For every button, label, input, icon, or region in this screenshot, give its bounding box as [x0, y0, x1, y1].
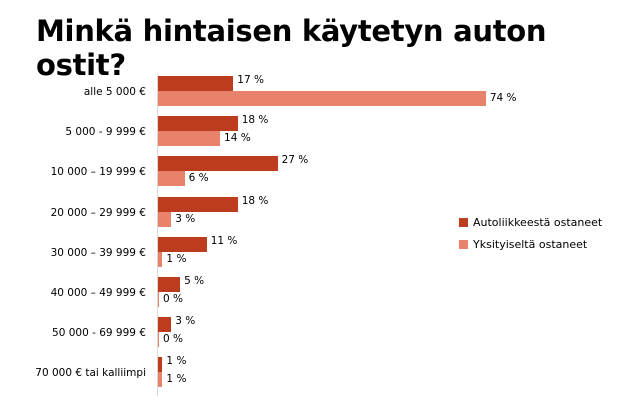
category-row: 50 000 - 69 999 € 3 % 0 % [0, 315, 632, 355]
bar-dealer [158, 76, 234, 91]
data-label: 1 % [166, 355, 187, 368]
data-label: 14 % [224, 132, 251, 145]
data-label: 0 % [163, 333, 183, 346]
category-label: 50 000 - 69 999 € [52, 327, 146, 340]
category-row: 30 000 – 39 999 € 11 % 1 % [0, 235, 632, 275]
category-label: 20 000 – 29 999 € [50, 206, 146, 219]
bar-private [158, 171, 185, 187]
data-label: 18 % [241, 194, 269, 207]
legend-label: Autoliikkeestä ostaneet [473, 215, 603, 229]
data-label: 74 % [489, 92, 517, 104]
bar-private [158, 372, 163, 388]
data-label: 5 % [184, 275, 205, 287]
data-label: 3 % [175, 315, 196, 328]
category-label: alle 5 000 € [83, 86, 146, 98]
legend: Autoliikkeestä ostaneet Yksityiseltä ost… [459, 211, 602, 255]
bar-private [158, 332, 159, 348]
data-label: 27 % [281, 154, 309, 167]
bar-dealer [158, 357, 163, 373]
category-row: 10 000 – 19 999 € 27 % 6 % [0, 154, 632, 194]
category-label: 70 000 € tai kalliimpi [35, 367, 146, 380]
category-row: 20 000 – 29 999 € 18 % 3 % [0, 195, 632, 235]
legend-label: Yksityiseltä ostaneet [473, 237, 588, 251]
chart-title: Minkä hintaisen käytetyn auton ostit? [36, 14, 547, 82]
data-label: 3 % [175, 212, 196, 225]
category-axis-line [157, 74, 158, 396]
category-row: 40 000 – 49 999 € 5 % 0 % [0, 275, 632, 315]
category-row: alle 5 000 € 17 % 74 % [0, 74, 632, 114]
bar-dealer [158, 277, 181, 292]
bar-dealer [158, 317, 172, 333]
bar-private [158, 131, 221, 147]
category-row: 70 000 € tai kalliimpi 1 % 1 % [0, 355, 632, 395]
data-label: 18 % [241, 114, 269, 127]
bar-private [158, 211, 172, 227]
category-row: 5 000 - 9 999 € 18 % 14 % [0, 114, 632, 154]
legend-item-private: Yksityiseltä ostaneet [459, 233, 602, 255]
data-label: 6 % [188, 172, 209, 185]
data-label: 17 % [237, 74, 264, 86]
bar-dealer [158, 196, 238, 212]
legend-swatch-private [459, 239, 468, 249]
bar-dealer [158, 156, 278, 172]
bar-private [158, 292, 159, 307]
bar-dealer [158, 116, 238, 132]
category-label: 5 000 - 9 999 € [65, 126, 146, 139]
category-label: 40 000 – 49 999 € [50, 287, 146, 299]
data-label: 1 % [166, 373, 187, 386]
legend-swatch-dealer [459, 217, 468, 227]
data-label: 11 % [210, 234, 238, 247]
bar-private [158, 91, 486, 106]
data-label: 0 % [163, 293, 183, 305]
category-label: 10 000 – 19 999 € [50, 166, 146, 179]
bar-dealer [158, 236, 207, 252]
legend-item-dealer: Autoliikkeestä ostaneet [459, 211, 602, 233]
bar-private [158, 251, 163, 267]
category-label: 30 000 – 39 999 € [50, 246, 146, 259]
data-label: 1 % [166, 252, 187, 265]
